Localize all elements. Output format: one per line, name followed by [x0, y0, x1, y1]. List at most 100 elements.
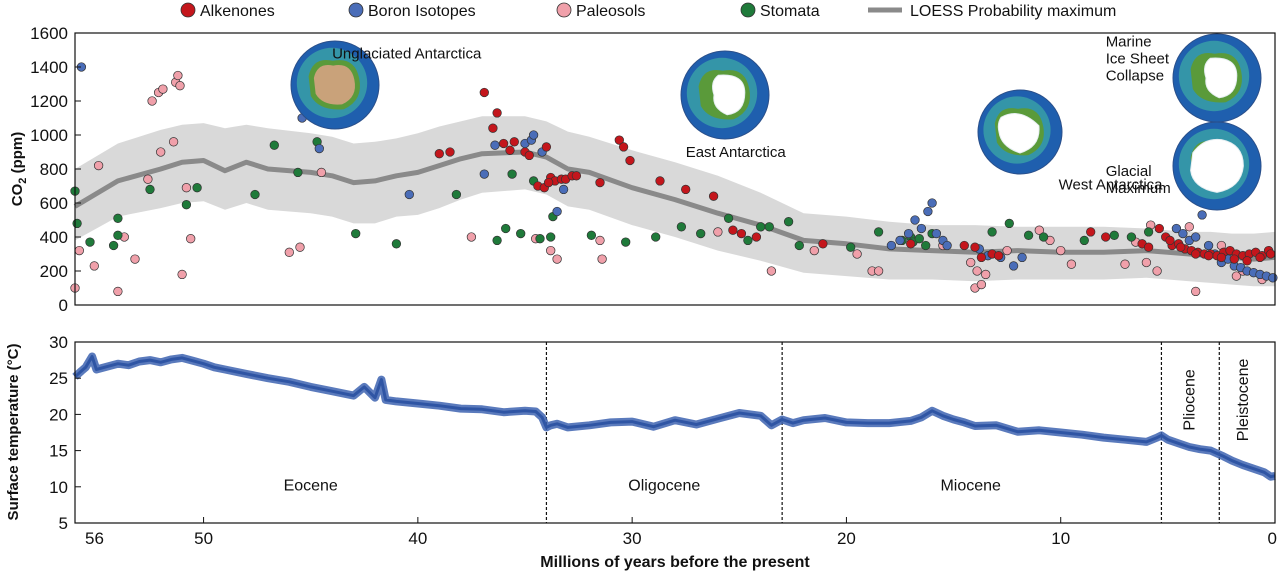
- point-stomata: [192, 183, 202, 193]
- point-paleosols: [1120, 259, 1130, 269]
- point-paleosols: [1152, 266, 1162, 276]
- x-tick-label: 40: [408, 529, 427, 548]
- point-paleosols: [713, 227, 723, 237]
- point-stomata: [535, 234, 545, 244]
- point-alkenones: [959, 240, 969, 251]
- series-stomata: [70, 137, 1154, 252]
- point-boron-isotopes: [1268, 273, 1278, 283]
- point-paleosols: [175, 81, 185, 91]
- legend-label-loess-probability-maximum: LOESS Probability maximum: [910, 3, 1116, 20]
- point-stomata: [1038, 232, 1049, 242]
- antarctica-globe-west: [977, 89, 1063, 175]
- co2-y-tick-label: 1400: [30, 58, 68, 77]
- point-alkenones: [434, 149, 444, 159]
- point-stomata: [391, 239, 402, 249]
- epoch-label-oligocene: Oligocene: [628, 477, 700, 494]
- point-alkenones: [498, 138, 509, 149]
- x-tick-label: 56: [85, 529, 104, 548]
- x-axis: 56 50 40 30 20 10 0: [74, 517, 1277, 548]
- point-stomata: [873, 227, 884, 237]
- temperature-line-core: [73, 355, 1276, 479]
- point-stomata: [269, 140, 279, 150]
- point-stomata: [921, 240, 931, 251]
- legend-marker-alkenones: [180, 2, 196, 18]
- point-boron-isotopes: [1197, 210, 1207, 220]
- epoch-dividers: [545, 342, 1220, 523]
- co2-y-tick-label: 600: [40, 194, 68, 213]
- point-alkenones: [906, 239, 916, 249]
- point-alkenones: [728, 225, 738, 235]
- point-alkenones: [509, 137, 519, 147]
- point-paleosols: [972, 266, 982, 276]
- point-alkenones: [524, 150, 534, 161]
- legend-item-loess-probability-maximum: LOESS Probability maximum: [868, 3, 1116, 20]
- epoch-label-eocene: Eocene: [284, 477, 338, 494]
- point-paleosols: [143, 174, 153, 184]
- point-paleosols: [1231, 271, 1242, 281]
- point-stomata: [743, 235, 753, 246]
- point-stomata: [351, 228, 361, 239]
- point-stomata: [250, 189, 260, 200]
- point-paleosols: [981, 269, 991, 280]
- antarctica-globe-glacial: [1172, 121, 1262, 211]
- point-stomata: [794, 240, 804, 251]
- point-alkenones: [681, 184, 691, 195]
- point-paleosols: [597, 254, 607, 264]
- point-stomata: [1004, 218, 1014, 229]
- continent-terrain: [313, 65, 355, 105]
- co2-y-tick-label: 200: [40, 262, 68, 281]
- point-alkenones: [445, 147, 455, 157]
- annotation-unglaciated-antarctica: Unglaciated Antarctica: [332, 46, 482, 63]
- epoch-labels: Eocene Oligocene Miocene Pliocene Pleistocen…: [284, 358, 1252, 494]
- proxy-points: [70, 62, 1278, 297]
- point-paleosols: [552, 254, 562, 264]
- co2-panel: Unglaciated Antarctica East Antarctica Wes…: [9, 24, 1278, 315]
- epoch-label-miocene: Miocene: [940, 477, 1001, 494]
- point-paleosols: [113, 286, 123, 297]
- point-stomata: [1126, 232, 1137, 242]
- point-stomata: [113, 213, 123, 223]
- point-stomata: [293, 167, 303, 178]
- point-stomata: [85, 237, 95, 247]
- legend-item-stomata: Stomata: [740, 2, 820, 20]
- annotation-collapse: Collapse: [1106, 68, 1164, 85]
- legend-label-boron-isotopes: Boron Isotopes: [368, 3, 476, 20]
- point-alkenones: [1176, 242, 1186, 252]
- point-alkenones: [618, 142, 629, 152]
- annotation-marine: Marine: [1106, 34, 1152, 51]
- point-alkenones: [993, 251, 1004, 261]
- point-alkenones: [1242, 256, 1252, 266]
- point-alkenones: [1216, 252, 1227, 263]
- point-alkenones: [1203, 251, 1214, 261]
- x-tick-label: 10: [1051, 529, 1070, 548]
- series-paleosols: [70, 70, 1267, 297]
- point-stomata: [145, 184, 155, 195]
- point-paleosols: [147, 96, 157, 106]
- point-paleosols: [177, 269, 187, 280]
- co2-y-axis: 0 200 400 600 800 1000 1200 1400 1600: [30, 24, 81, 315]
- point-alkenones: [818, 239, 828, 249]
- point-stomata: [181, 200, 192, 210]
- point-boron-isotopes: [886, 240, 897, 251]
- point-alkenones: [1143, 242, 1154, 252]
- ice-sheet: [1204, 57, 1238, 99]
- point-stomata: [696, 228, 706, 239]
- point-boron-isotopes: [895, 235, 905, 246]
- point-paleosols: [766, 266, 777, 276]
- ice-sheet: [1190, 138, 1244, 193]
- point-paleosols: [168, 137, 179, 147]
- point-alkenones: [751, 232, 762, 242]
- annotation-ice-sheet: Ice Sheet: [1106, 51, 1170, 68]
- point-stomata: [546, 232, 556, 242]
- point-boron-isotopes: [1178, 228, 1188, 239]
- point-boron-isotopes: [1203, 240, 1214, 251]
- point-boron-isotopes: [923, 206, 933, 217]
- temperature-y-tick-label: 10: [49, 478, 68, 497]
- annotation-west-antarctica: West Antarctica: [1059, 176, 1164, 193]
- legend: Alkenones Boron Isotopes Paleosols Stomata L…: [180, 2, 1116, 20]
- co2-y-tick-label: 1600: [30, 24, 68, 43]
- point-paleosols: [595, 235, 605, 246]
- co2-y-tick-label: 1200: [30, 92, 68, 111]
- point-stomata: [846, 242, 856, 252]
- point-alkenones: [571, 171, 582, 181]
